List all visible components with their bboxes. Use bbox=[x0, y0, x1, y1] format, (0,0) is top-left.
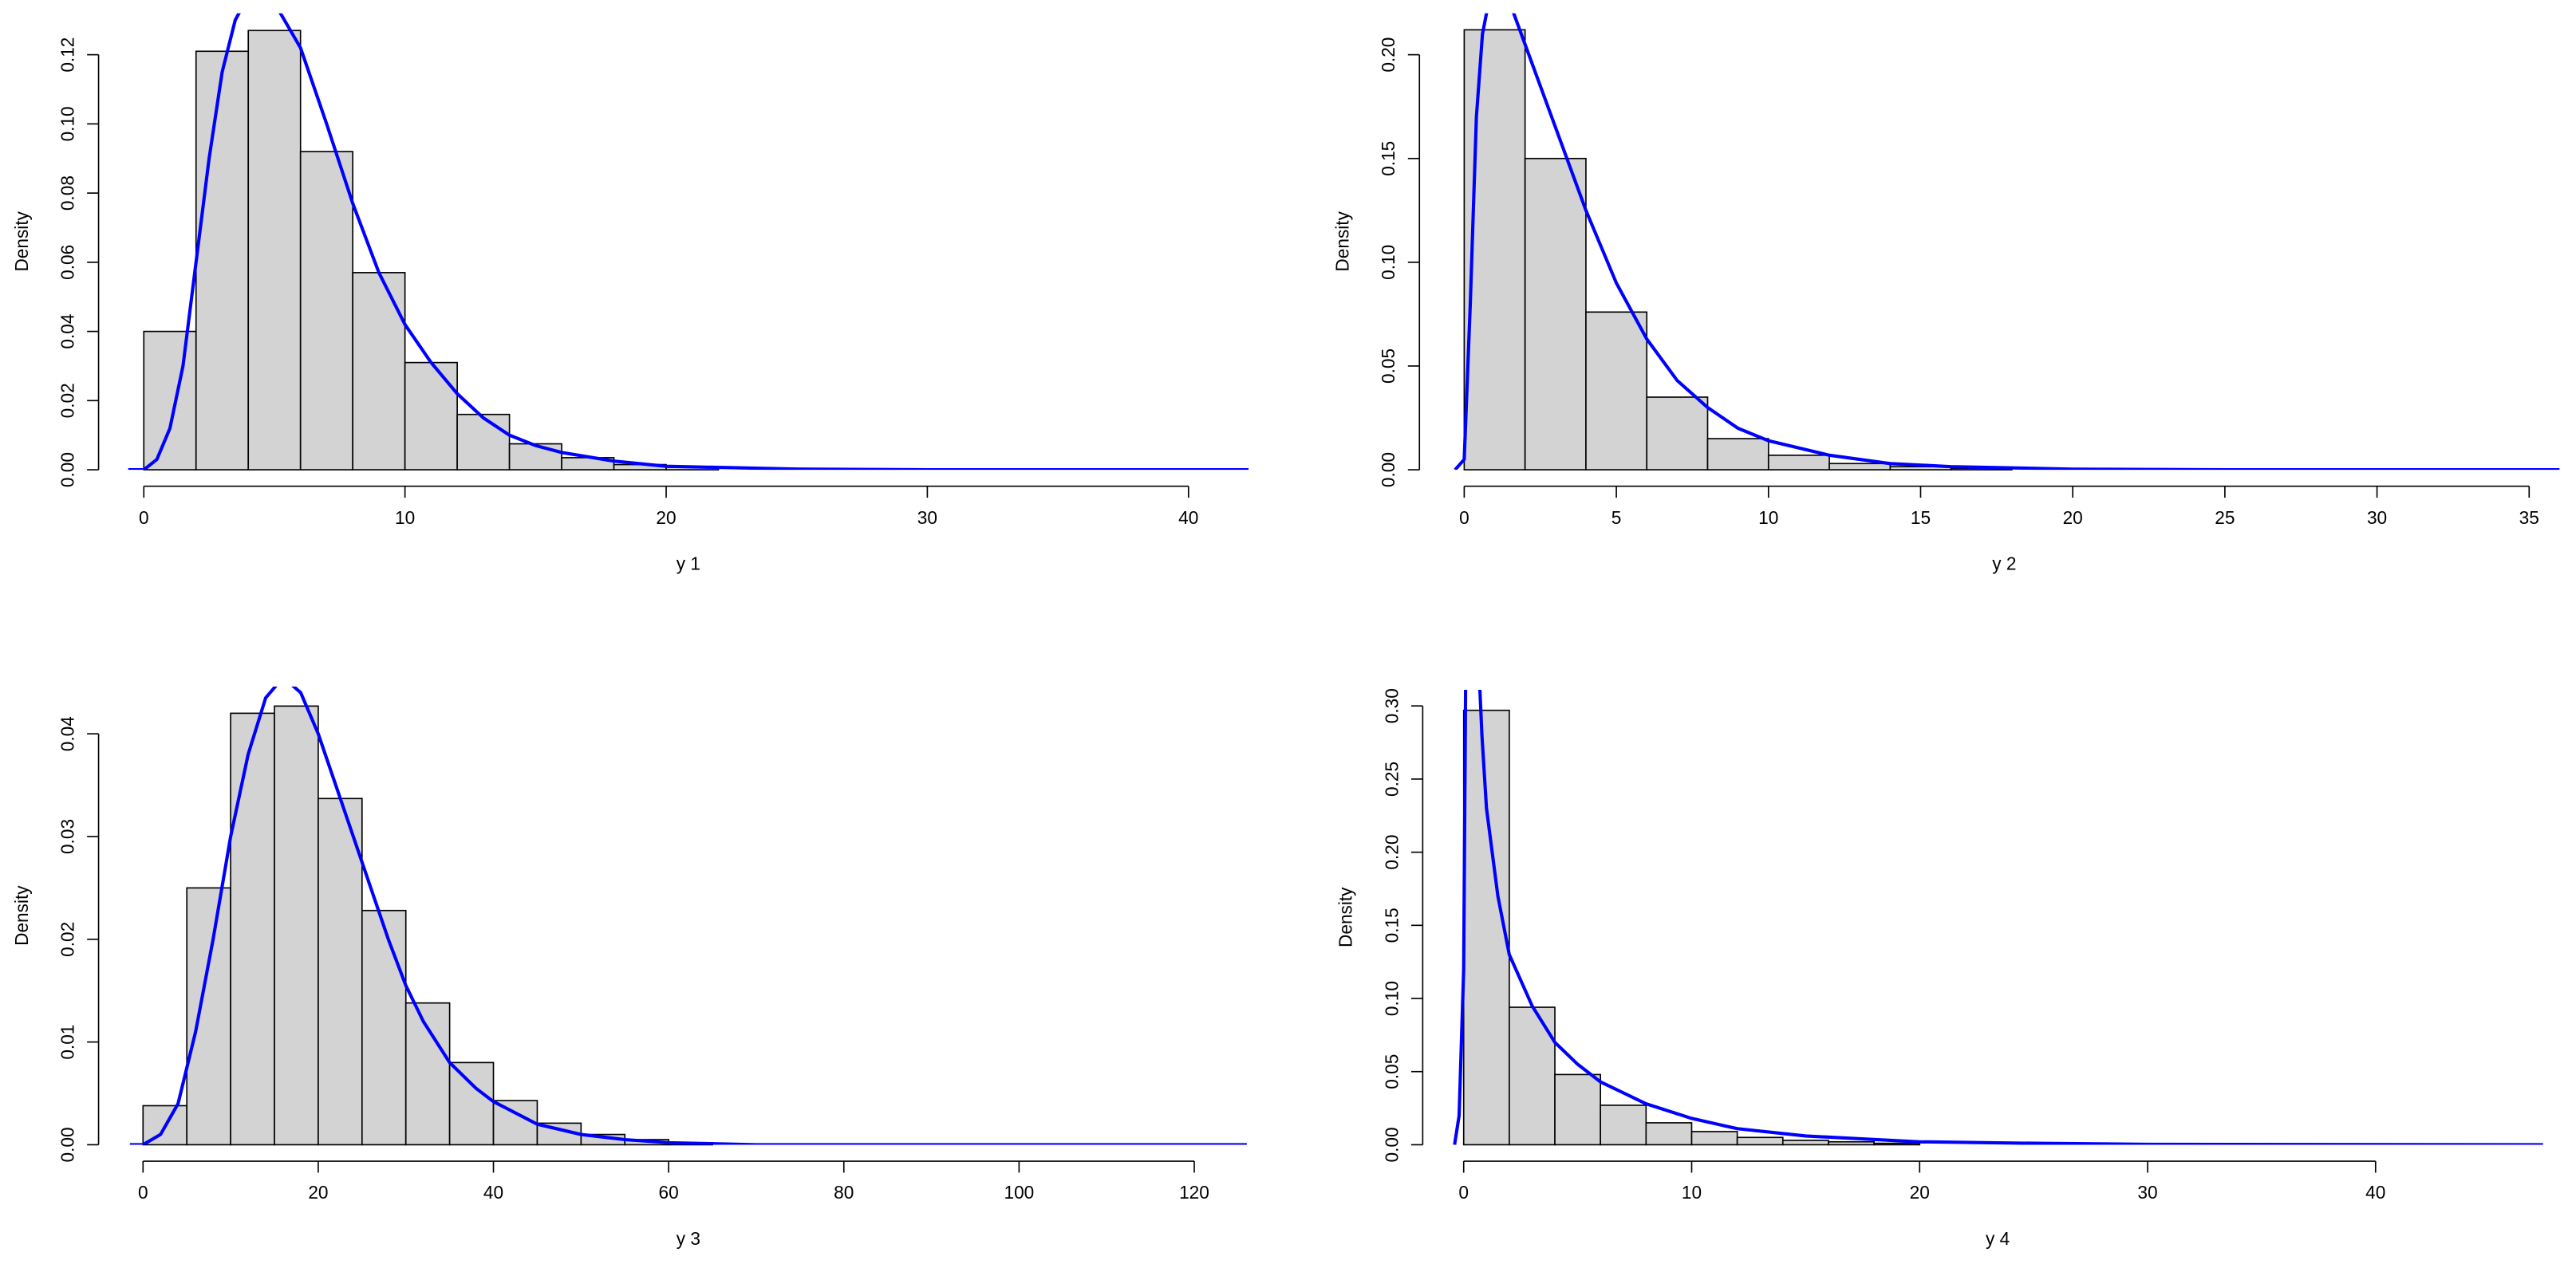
y-tick-label: 0.00 bbox=[1378, 452, 1398, 487]
bar bbox=[1873, 1142, 1921, 1146]
bar bbox=[1646, 396, 1709, 471]
x-tick-label: 20 bbox=[2063, 507, 2083, 528]
y-axis-title: Density bbox=[1332, 211, 1353, 271]
bar bbox=[448, 1061, 495, 1146]
x-axis-title: y 3 bbox=[677, 1228, 700, 1249]
x-tick-label: 20 bbox=[308, 1182, 328, 1203]
y-axis-title: Density bbox=[11, 211, 32, 271]
x-tick-label: 10 bbox=[1758, 507, 1778, 528]
x-tick-label: 100 bbox=[1004, 1182, 1034, 1203]
y-tick-label: 0.05 bbox=[1378, 349, 1398, 384]
x-tick-label: 0 bbox=[138, 1182, 148, 1203]
x-tick-label: 10 bbox=[1682, 1182, 1702, 1203]
x-tick-label: 60 bbox=[659, 1182, 679, 1203]
bar bbox=[508, 443, 562, 471]
panel: 0 10 20 30 40 0.00 0.02 0.04 0.06 0.08 0.10 0.12 y 1… bbox=[11, 13, 1249, 573]
y-tick-label: 0.15 bbox=[1381, 908, 1402, 943]
x-tick-label: 25 bbox=[2215, 507, 2235, 528]
x-tick-label: 40 bbox=[1178, 507, 1198, 528]
x-tick-label: 0 bbox=[1458, 1182, 1469, 1203]
y-tick-label: 0.00 bbox=[57, 452, 77, 487]
bar bbox=[186, 887, 231, 1146]
y-tick-label: 0.00 bbox=[1381, 1127, 1402, 1162]
y-tick-label: 0.00 bbox=[57, 1127, 77, 1162]
bar bbox=[274, 705, 319, 1146]
bar bbox=[230, 712, 275, 1146]
y-tick-label: 0.03 bbox=[57, 819, 77, 854]
y-tick-label: 0.02 bbox=[57, 383, 77, 418]
y-tick-label: 0.20 bbox=[1381, 835, 1402, 870]
y-axis-title: Density bbox=[1335, 887, 1356, 947]
y-tick-label: 0.01 bbox=[57, 1025, 77, 1060]
x-tick-label: 120 bbox=[1179, 1182, 1209, 1203]
bar bbox=[1554, 1073, 1602, 1146]
bar bbox=[492, 1100, 538, 1146]
bar bbox=[361, 909, 407, 1146]
density-curve bbox=[1454, 13, 2560, 471]
x-tick-label: 20 bbox=[1910, 1182, 1930, 1203]
bar bbox=[299, 151, 353, 471]
bar bbox=[318, 797, 363, 1146]
panel: 0 10 20 30 40 0.00 0.05 0.10 0.15 0.20 0.25 0.30 y 4… bbox=[1335, 688, 2543, 1249]
bar bbox=[1706, 438, 1769, 471]
y-tick-label: 0.04 bbox=[57, 314, 77, 349]
x-axis-title: y 1 bbox=[677, 553, 700, 573]
y-tick-label: 0.25 bbox=[1381, 762, 1402, 797]
bar bbox=[1509, 1006, 1556, 1146]
y-tick-label: 0.10 bbox=[1381, 981, 1402, 1016]
bar bbox=[1463, 29, 1526, 471]
y-tick-label: 0.08 bbox=[57, 175, 77, 211]
y-tick-label: 0.20 bbox=[1378, 37, 1398, 73]
density-curve bbox=[128, 13, 1249, 471]
bar bbox=[1600, 1105, 1647, 1146]
bar bbox=[1524, 157, 1587, 471]
x-tick-label: 15 bbox=[1911, 507, 1931, 528]
y-tick-label: 0.15 bbox=[1378, 141, 1398, 176]
y-tick-label: 0.10 bbox=[57, 106, 77, 141]
bar bbox=[1736, 1136, 1784, 1146]
y-tick-label: 0.06 bbox=[57, 245, 77, 280]
x-tick-label: 30 bbox=[2137, 1182, 2157, 1203]
x-tick-label: 80 bbox=[834, 1182, 854, 1203]
bar bbox=[456, 413, 511, 471]
x-tick-label: 0 bbox=[1459, 507, 1469, 528]
y-tick-label: 0.10 bbox=[1378, 245, 1398, 280]
bar bbox=[143, 330, 197, 471]
bar bbox=[1781, 1140, 1829, 1146]
bar bbox=[404, 361, 458, 471]
x-tick-label: 30 bbox=[2367, 507, 2387, 528]
x-tick-label: 5 bbox=[1611, 507, 1622, 528]
y-tick-label: 0.12 bbox=[57, 37, 77, 73]
x-tick-label: 35 bbox=[2519, 507, 2539, 528]
y-tick-label: 0.05 bbox=[1381, 1054, 1402, 1089]
y-tick-label: 0.30 bbox=[1381, 688, 1402, 723]
x-axis-title: y 4 bbox=[1986, 1228, 2010, 1249]
panel: 0 20 40 60 80 100 120 0.00 0.01 0.02 0.03 0.04 y 3 De… bbox=[11, 686, 1247, 1249]
bar bbox=[352, 272, 406, 471]
bar bbox=[195, 50, 250, 471]
y-axis-title: Density bbox=[11, 885, 32, 946]
bar bbox=[1585, 311, 1648, 471]
bar bbox=[404, 1002, 451, 1146]
bar bbox=[1767, 455, 1830, 471]
y-tick-label: 0.04 bbox=[57, 716, 77, 751]
x-tick-label: 30 bbox=[917, 507, 937, 528]
density-curve bbox=[129, 686, 1247, 1145]
density-curve bbox=[1453, 690, 2543, 1145]
bar bbox=[1828, 1140, 1875, 1146]
bar bbox=[1690, 1131, 1738, 1146]
bar bbox=[247, 30, 302, 471]
panel: 0 5 10 15 20 25 30 35 0.00 0.05 0.10 0.15 0.20 y 2 Den… bbox=[1332, 13, 2560, 573]
x-tick-label: 0 bbox=[139, 507, 149, 528]
x-axis-title: y 2 bbox=[1992, 553, 2016, 573]
x-tick-label: 20 bbox=[656, 507, 676, 528]
x-tick-label: 40 bbox=[2365, 1182, 2385, 1203]
x-tick-label: 40 bbox=[483, 1182, 503, 1203]
y-tick-label: 0.02 bbox=[57, 922, 77, 957]
x-tick-label: 10 bbox=[395, 507, 415, 528]
bar bbox=[1828, 463, 1892, 471]
bar bbox=[1645, 1122, 1693, 1146]
